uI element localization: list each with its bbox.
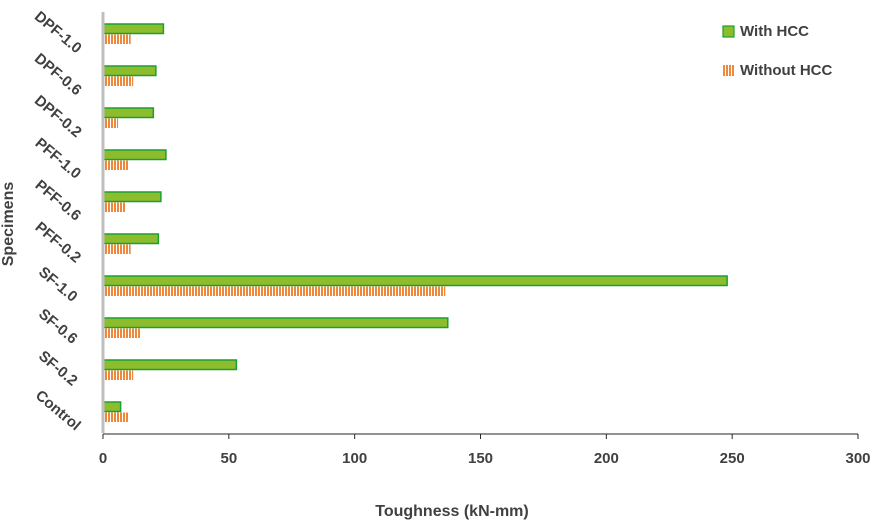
x-tick-label-150: 150 — [468, 450, 493, 467]
x-tick-label-250: 250 — [720, 450, 745, 467]
category-label-dpf-1.0: DPF-1.0 — [31, 8, 85, 57]
bar-without-hcc-dpf-0.6 — [103, 76, 134, 86]
x-tick-label-200: 200 — [594, 450, 619, 467]
legend-with-hcc-swatch — [722, 25, 735, 38]
bar-with-hcc-sf-1.0 — [102, 275, 728, 287]
bar-without-hcc-control — [103, 412, 129, 422]
bar-without-hcc-sf-1.0 — [103, 286, 446, 296]
bar-with-hcc-dpf-1.0 — [102, 23, 165, 35]
x-axis-title: Toughness (kN-mm) — [375, 503, 528, 520]
category-label-dpf-0.6: DPF-0.6 — [31, 50, 85, 99]
bar-with-hcc-dpf-0.2 — [102, 107, 155, 119]
category-label-sf-0.6: SF-0.6 — [35, 306, 80, 348]
bar-without-hcc-pff-0.6 — [103, 202, 126, 212]
legend-without-hcc-swatch — [723, 65, 734, 76]
bar-without-hcc-dpf-1.0 — [103, 34, 131, 44]
x-tick-label-50: 50 — [220, 450, 237, 467]
category-label-sf-1.0: SF-1.0 — [35, 264, 80, 306]
category-label-pff-1.0: PFF-1.0 — [32, 135, 84, 183]
category-label-sf-0.2: SF-0.2 — [35, 348, 80, 390]
bar-with-hcc-control — [102, 401, 122, 413]
y-axis-title: Specimens — [0, 182, 17, 267]
bar-with-hcc-sf-0.2 — [102, 359, 238, 371]
bar-with-hcc-sf-0.6 — [102, 317, 449, 329]
category-label-control: Control — [32, 387, 84, 434]
bar-without-hcc-dpf-0.2 — [103, 118, 119, 128]
bar-without-hcc-sf-0.6 — [103, 328, 141, 338]
bar-with-hcc-pff-1.0 — [102, 149, 167, 161]
bar-with-hcc-dpf-0.6 — [102, 65, 157, 77]
legend-without-hcc-label: Without HCC — [740, 62, 833, 79]
x-tick-label-0: 0 — [99, 450, 107, 467]
legend: With HCC Without HCC — [722, 23, 833, 79]
category-label-pff-0.6: PFF-0.6 — [32, 177, 84, 225]
category-label-pff-0.2: PFF-0.2 — [32, 219, 84, 267]
bar-with-hcc-pff-0.6 — [102, 191, 162, 203]
legend-with-hcc-label: With HCC — [740, 23, 809, 40]
bar-without-hcc-sf-0.2 — [103, 370, 134, 380]
x-tick-label-100: 100 — [342, 450, 367, 467]
category-label-dpf-0.2: DPF-0.2 — [31, 92, 85, 141]
bar-without-hcc-pff-1.0 — [103, 160, 129, 170]
bar-without-hcc-pff-0.2 — [103, 244, 131, 254]
x-tick-label-300: 300 — [845, 450, 870, 467]
bar-with-hcc-pff-0.2 — [102, 233, 160, 245]
plot-area — [102, 23, 728, 422]
